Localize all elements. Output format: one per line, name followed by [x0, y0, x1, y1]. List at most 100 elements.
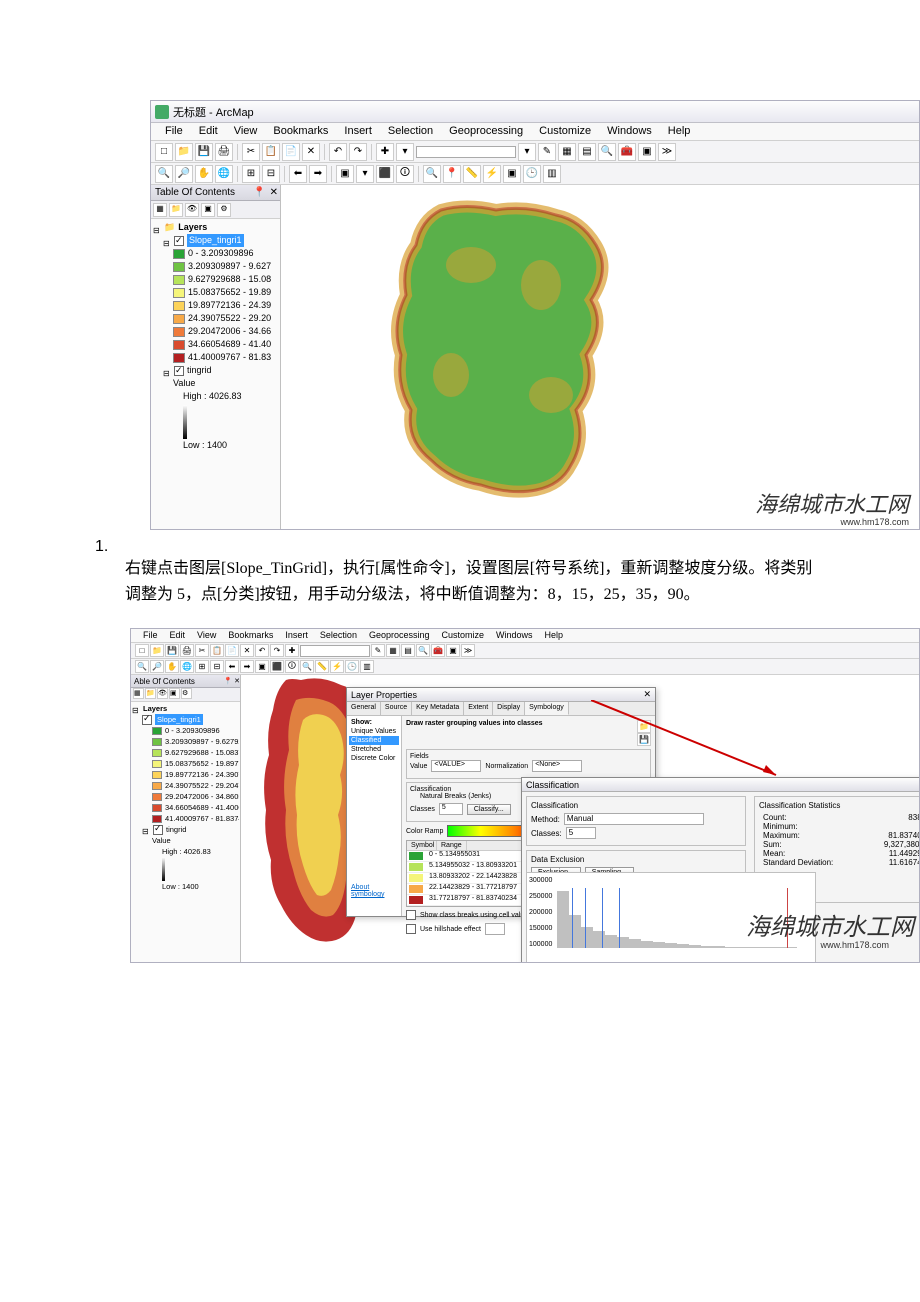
classify-button[interactable]: Classify...: [467, 804, 511, 815]
tb-btn-a[interactable]: ▾: [518, 143, 536, 161]
tb2-delete-icon[interactable]: ✕: [240, 644, 254, 657]
close-icon[interactable]: ✕: [270, 187, 278, 198]
pin-icon[interactable]: 📍: [253, 187, 265, 198]
menu-insert[interactable]: Insert: [336, 123, 380, 140]
tb-forward-icon[interactable]: ➡: [309, 165, 327, 183]
tab-source[interactable]: Source: [381, 702, 412, 715]
menu2-customize[interactable]: Customize: [436, 629, 491, 642]
show-breaks-cb[interactable]: [406, 910, 416, 920]
tb2-search-icon[interactable]: 🔍: [416, 644, 430, 657]
menu2-file[interactable]: File: [137, 629, 164, 642]
menu-file[interactable]: File: [157, 123, 191, 140]
tb-time-icon[interactable]: 🕒: [523, 165, 541, 183]
toc-list-by-selection-icon[interactable]: ▣: [201, 203, 215, 217]
method-select[interactable]: Manual: [564, 813, 704, 825]
break-line-3[interactable]: [602, 888, 603, 948]
layer2-cb2[interactable]: [153, 825, 163, 835]
tb2-fullextent-icon[interactable]: 🌐: [180, 660, 194, 673]
tb2-fixedout-icon[interactable]: ⊟: [210, 660, 224, 673]
tb-toolbox-icon[interactable]: 🧰: [618, 143, 636, 161]
menu-help[interactable]: Help: [660, 123, 699, 140]
hillshade-z[interactable]: [485, 923, 505, 935]
layer-slope-2[interactable]: Slope_tingri1: [155, 714, 203, 725]
tb2-open-icon[interactable]: 📁: [150, 644, 164, 657]
menu2-geoprocessing[interactable]: Geoprocessing: [363, 629, 436, 642]
toc2-root[interactable]: Layers: [143, 703, 167, 714]
show-discrete[interactable]: Discrete Color: [349, 754, 399, 763]
break-line-2[interactable]: [585, 888, 586, 948]
hillshade-cb[interactable]: [406, 924, 416, 934]
tb2-editor-icon[interactable]: ✎: [371, 644, 385, 657]
toc2-source-icon[interactable]: 📁: [145, 688, 156, 699]
tb-table-icon[interactable]: ▦: [558, 143, 576, 161]
tb-dropdown-icon[interactable]: ▾: [396, 143, 414, 161]
break-line-1[interactable]: [572, 888, 573, 948]
layer2-checkbox[interactable]: [174, 366, 184, 376]
tb-viewer-icon[interactable]: ▥: [543, 165, 561, 183]
tb-paste-icon[interactable]: 📄: [282, 143, 300, 161]
tb-find-icon[interactable]: 🔍: [423, 165, 441, 183]
layer-tingrid[interactable]: tingrid: [187, 364, 212, 377]
import-icon[interactable]: 📁: [637, 720, 651, 733]
toc2-visibility-icon[interactable]: 👁: [157, 688, 168, 699]
classes-select[interactable]: 5: [566, 827, 596, 839]
tb2-paste-icon[interactable]: 📄: [225, 644, 239, 657]
tb2-catalog-icon[interactable]: ▤: [401, 644, 415, 657]
menu-selection[interactable]: Selection: [380, 123, 441, 140]
tb-zoomout-icon[interactable]: 🔎: [175, 165, 193, 183]
menu2-view[interactable]: View: [191, 629, 222, 642]
toc2-drawing-icon[interactable]: ▦: [133, 688, 144, 699]
tb2-back-icon[interactable]: ⬅: [225, 660, 239, 673]
menu2-windows[interactable]: Windows: [490, 629, 539, 642]
tb-copy-icon[interactable]: 📋: [262, 143, 280, 161]
tb-fixedzoomin-icon[interactable]: ⊞: [242, 165, 260, 183]
tb-back-icon[interactable]: ⬅: [289, 165, 307, 183]
tab-general[interactable]: General: [347, 702, 381, 715]
menu2-bookmarks[interactable]: Bookmarks: [222, 629, 279, 642]
tb2-fixedin-icon[interactable]: ⊞: [195, 660, 209, 673]
tb2-print-icon[interactable]: 🖨: [180, 644, 194, 657]
tb-open-icon[interactable]: 📁: [175, 143, 193, 161]
tb2-toolbox-icon[interactable]: 🧰: [431, 644, 445, 657]
tb-python-icon[interactable]: ▣: [638, 143, 656, 161]
tab-extent[interactable]: Extent: [464, 702, 493, 715]
menu-bookmarks[interactable]: Bookmarks: [265, 123, 336, 140]
lp-close-icon[interactable]: ✕: [643, 689, 655, 700]
tb2-copy-icon[interactable]: 📋: [210, 644, 224, 657]
toc-list-by-visibility-icon[interactable]: 👁: [185, 203, 199, 217]
tb2-add-icon[interactable]: ✚: [285, 644, 299, 657]
value-field[interactable]: <VALUE>: [431, 760, 481, 772]
scale-input[interactable]: [416, 146, 516, 158]
tb-hyperlink-icon[interactable]: ⚡: [483, 165, 501, 183]
tb2-python-icon[interactable]: ▣: [446, 644, 460, 657]
tb-cut-icon[interactable]: ✂: [242, 143, 260, 161]
toc-list-by-source-icon[interactable]: 📁: [169, 203, 183, 217]
tb2-model-icon[interactable]: ≫: [461, 644, 475, 657]
about-symbology-link[interactable]: About symbology: [351, 884, 384, 898]
tb-undo-icon[interactable]: ↶: [329, 143, 347, 161]
tb-fullextent-icon[interactable]: 🌐: [215, 165, 233, 183]
tb2-cut-icon[interactable]: ✂: [195, 644, 209, 657]
tb-editor-icon[interactable]: ✎: [538, 143, 556, 161]
tb-selectelem-icon[interactable]: ⬛: [376, 165, 394, 183]
break-line-4[interactable]: [619, 888, 620, 948]
tb-modelbuilder-icon[interactable]: ≫: [658, 143, 676, 161]
tb-zoomin-icon[interactable]: 🔍: [155, 165, 173, 183]
toc-options-icon[interactable]: ⚙: [217, 203, 231, 217]
tb-clear-icon[interactable]: ▾: [356, 165, 374, 183]
tab-keymeta[interactable]: Key Metadata: [412, 702, 464, 715]
show-stretched[interactable]: Stretched: [349, 745, 399, 754]
toc2-options-icon[interactable]: ⚙: [181, 688, 192, 699]
tb2-table-icon[interactable]: ▦: [386, 644, 400, 657]
toc-list-by-drawing-icon[interactable]: ▦: [153, 203, 167, 217]
menu-view[interactable]: View: [226, 123, 266, 140]
tb2-zoomin-icon[interactable]: 🔍: [135, 660, 149, 673]
tb2-new-icon[interactable]: □: [135, 644, 149, 657]
tb2-redo-icon[interactable]: ↷: [270, 644, 284, 657]
tb-redo-icon[interactable]: ↷: [349, 143, 367, 161]
map-canvas[interactable]: 海绵城市水工网 www.hm178.com: [281, 185, 919, 529]
menu2-insert[interactable]: Insert: [279, 629, 314, 642]
show-classified[interactable]: Classified: [349, 736, 399, 745]
tab-symbology[interactable]: Symbology: [525, 702, 569, 715]
tb2-save-icon[interactable]: 💾: [165, 644, 179, 657]
